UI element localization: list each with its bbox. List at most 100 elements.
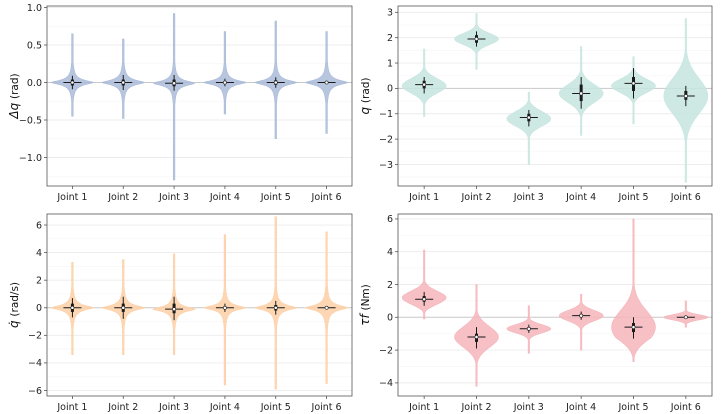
violin-1 (401, 249, 447, 320)
y-tick-label: 2 (36, 275, 42, 286)
x-tick-label: Joint 2 (107, 402, 138, 413)
violin-3 (153, 13, 196, 181)
chart-panel-3: −6 −4 −2 0 2 4 6 Joint 1 Joint 2 Joint 3 Joint 4 Jo… (7, 213, 353, 413)
y-tick-label: 0.0 (27, 78, 42, 89)
plot-area (398, 214, 712, 396)
median-dot-4 (223, 305, 227, 310)
x-tick-label: Joint 1 (408, 402, 439, 413)
violin-3 (506, 91, 552, 165)
median-dot-6 (683, 94, 688, 98)
y-tick-label: 1 (387, 58, 393, 69)
x-tick-label: Joint 4 (565, 402, 596, 413)
median-dot-2 (474, 335, 479, 339)
y-tick-label: −4 (28, 358, 42, 369)
y-tick-label: −1.0 (19, 153, 42, 164)
median-dot-3 (172, 81, 176, 86)
x-tick-label: Joint 4 (565, 192, 596, 203)
chart-panel-4: −4 −2 0 2 4 6 Joint 1 Joint 2 Joint 3 Joint 4 Join… (358, 213, 713, 413)
y-axis-unit: (rad/s) (9, 282, 21, 317)
y-tick-label: 6 (387, 214, 393, 225)
median-dot-3 (526, 115, 531, 120)
x-tick-label: Joint 2 (460, 192, 491, 203)
median-dot-5 (273, 305, 278, 310)
y-tick-label: 0.5 (27, 40, 42, 51)
y-axis-label: τf (Nm) (358, 284, 372, 326)
x-tick-label: Joint 5 (260, 192, 291, 203)
y-tick-label: −6 (28, 386, 42, 397)
x-tick-label: Joint 3 (158, 192, 189, 203)
median-dot-5 (631, 81, 636, 86)
y-tick-label: 4 (387, 247, 393, 258)
y-tick-label: −2 (379, 134, 393, 145)
x-tick-label: Joint 6 (311, 402, 342, 413)
y-tick-label: 3 (387, 8, 393, 19)
y-tick-label: −2 (379, 345, 393, 356)
y-axis-symbol: q̇ (7, 317, 21, 328)
y-axis-symbol: q (358, 103, 372, 114)
x-tick-label: Joint 3 (513, 402, 544, 413)
x-tick-label: Joint 4 (209, 402, 240, 413)
y-axis-label: Δq (rad) (7, 73, 21, 119)
y-tick-label: −1 (379, 109, 393, 120)
x-tick-label: Joint 6 (670, 402, 701, 413)
plot-frame (397, 5, 713, 187)
plot-frame (46, 5, 353, 187)
x-tick-label: Joint 6 (670, 192, 701, 203)
chart-panel-2: −3 −2 −1 0 1 2 3 Joint 1 Joint 2 Joint 3 Joint 4 Jo… (358, 5, 713, 203)
median-dot-5 (631, 325, 636, 330)
violin-4 (203, 31, 247, 115)
violin-4 (558, 294, 604, 351)
y-tick-label: 0 (387, 313, 393, 324)
y-axis-unit: (rad) (9, 73, 21, 99)
x-tick-label: Joint 2 (460, 402, 491, 413)
median-dot-3 (172, 307, 176, 312)
plot-area (398, 6, 712, 186)
x-tick-label: Joint 5 (617, 402, 648, 413)
x-tick-label: Joint 1 (408, 192, 439, 203)
chart-panel-1: −1.0 −0.5 0.0 0.5 1.0 Joint 1 Joint 2 Joint 3 Jo… (7, 3, 353, 203)
median-dot-3 (526, 326, 531, 331)
y-tick-label: 0 (36, 303, 42, 314)
median-dot-2 (474, 37, 479, 41)
x-tick-label: Joint 6 (311, 192, 342, 203)
plot-area (47, 6, 352, 186)
median-dot-6 (324, 80, 329, 85)
y-axis-symbol: Δq (7, 99, 21, 120)
violin-5 (611, 218, 656, 362)
y-axis-unit: (Nm) (360, 284, 372, 310)
x-tick-label: Joint 5 (617, 192, 648, 203)
median-dot-1 (422, 82, 427, 87)
x-tick-label: Joint 3 (513, 192, 544, 203)
plot-frame (397, 213, 713, 397)
y-tick-label: −3 (379, 160, 393, 171)
y-tick-label: 2 (387, 280, 393, 291)
median-dot-6 (683, 315, 688, 320)
median-dot-4 (579, 313, 584, 318)
median-dot-6 (324, 305, 329, 310)
median-dot-4 (223, 80, 227, 85)
median-dot-1 (422, 297, 427, 302)
median-dot-1 (70, 80, 75, 85)
y-tick-label: −4 (379, 378, 393, 389)
y-tick-label: 1.0 (27, 3, 42, 14)
y-axis-label: q (rad) (358, 77, 372, 114)
plot-area (47, 214, 352, 396)
y-axis-symbol: τf (358, 311, 372, 326)
x-tick-label: Joint 4 (209, 192, 240, 203)
y-tick-label: 2 (387, 33, 393, 44)
violin-1 (50, 33, 95, 117)
median-dot-4 (579, 91, 584, 96)
y-tick-label: 0 (387, 84, 393, 95)
x-tick-label: Joint 3 (158, 402, 189, 413)
median-dot-5 (273, 80, 278, 85)
y-tick-label: 4 (36, 248, 42, 259)
y-tick-label: −0.5 (19, 115, 42, 126)
x-tick-label: Joint 1 (56, 402, 87, 413)
y-tick-label: −2 (28, 331, 42, 342)
median-dot-2 (121, 80, 126, 85)
x-tick-label: Joint 1 (56, 192, 87, 203)
x-tick-label: Joint 5 (260, 402, 291, 413)
y-axis-unit: (rad) (360, 77, 372, 103)
y-axis-label: q̇ (rad/s) (7, 282, 21, 328)
